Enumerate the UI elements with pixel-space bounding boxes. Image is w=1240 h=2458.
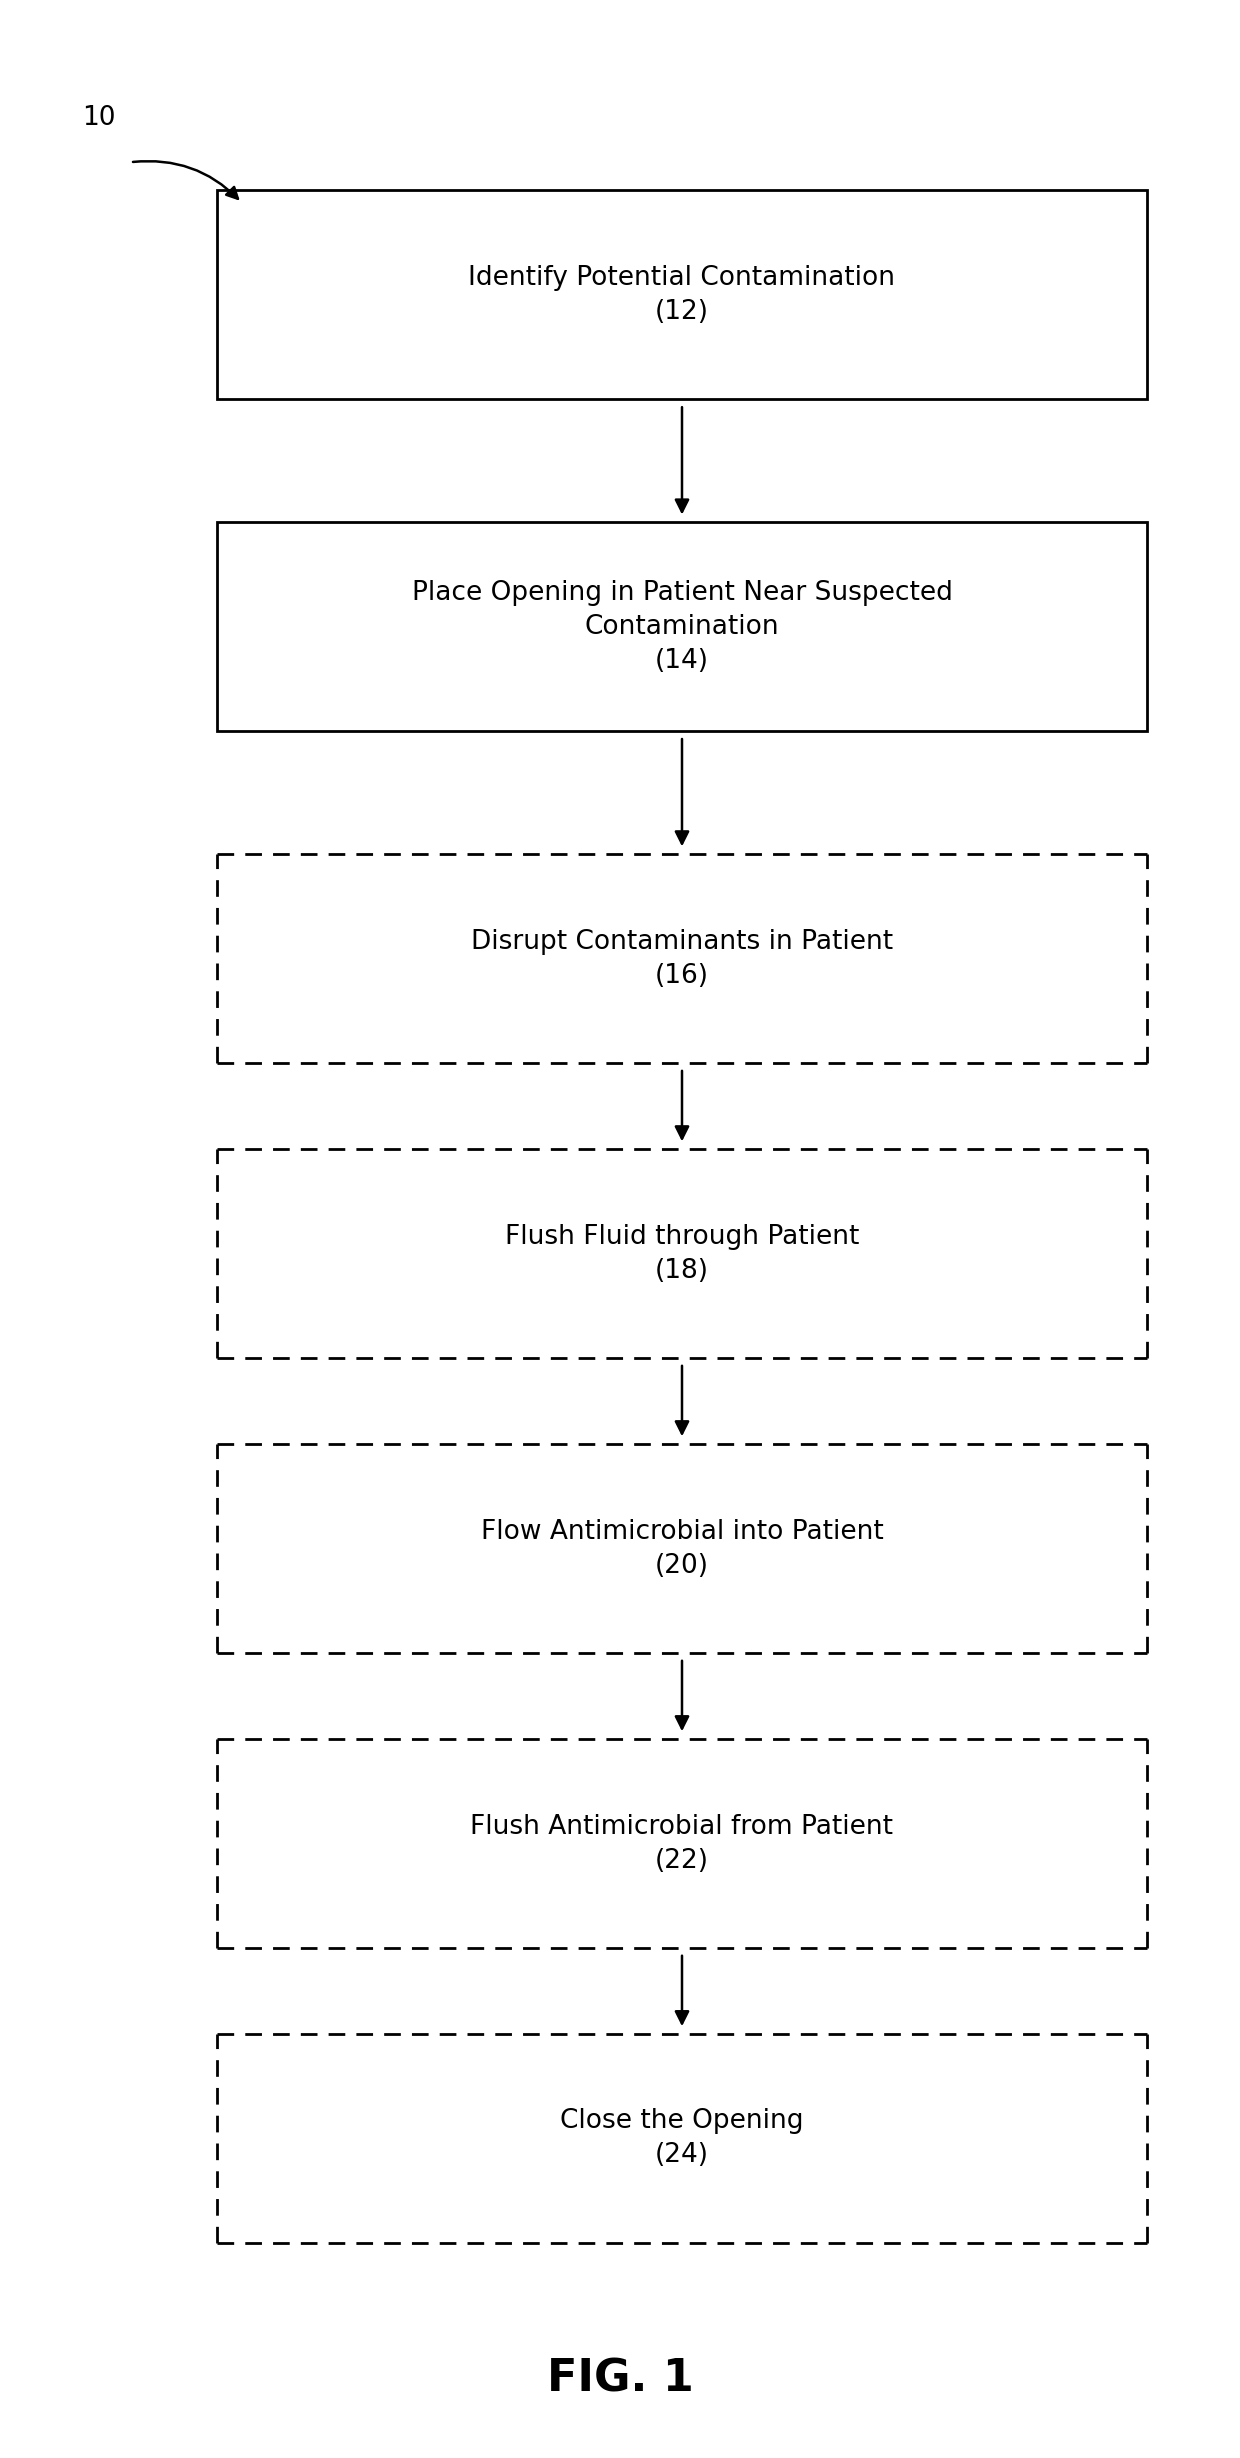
Text: Place Opening in Patient Near Suspected
Contamination
(14): Place Opening in Patient Near Suspected …: [412, 580, 952, 673]
Text: Flow Antimicrobial into Patient
(20): Flow Antimicrobial into Patient (20): [481, 1519, 883, 1578]
Text: 10: 10: [82, 106, 117, 130]
Bar: [217, 2035, 1147, 2242]
Bar: [217, 192, 1147, 398]
Bar: [217, 1740, 1147, 1947]
Text: Identify Potential Contamination
(12): Identify Potential Contamination (12): [469, 265, 895, 324]
Bar: [217, 1443, 1147, 1652]
Text: Close the Opening
(24): Close the Opening (24): [560, 2109, 804, 2168]
Bar: [217, 1150, 1147, 1357]
Text: Flush Antimicrobial from Patient
(22): Flush Antimicrobial from Patient (22): [470, 1814, 894, 1873]
Bar: [217, 855, 1147, 1062]
Text: Flush Fluid through Patient
(18): Flush Fluid through Patient (18): [505, 1224, 859, 1283]
Text: Disrupt Contaminants in Patient
(16): Disrupt Contaminants in Patient (16): [471, 929, 893, 988]
FancyArrowPatch shape: [133, 162, 238, 199]
Bar: [217, 524, 1147, 732]
Text: FIG. 1: FIG. 1: [547, 2357, 693, 2401]
